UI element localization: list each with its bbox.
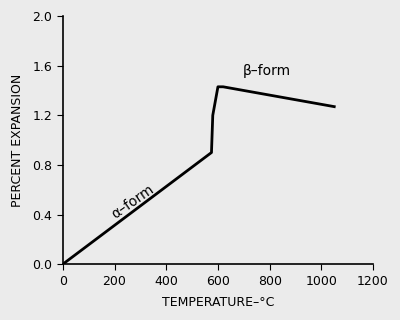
Y-axis label: PERCENT EXPANSION: PERCENT EXPANSION	[11, 74, 24, 207]
Text: β–form: β–form	[243, 64, 291, 78]
Text: α–form: α–form	[109, 182, 156, 222]
X-axis label: TEMPERATURE–°C: TEMPERATURE–°C	[162, 296, 274, 309]
